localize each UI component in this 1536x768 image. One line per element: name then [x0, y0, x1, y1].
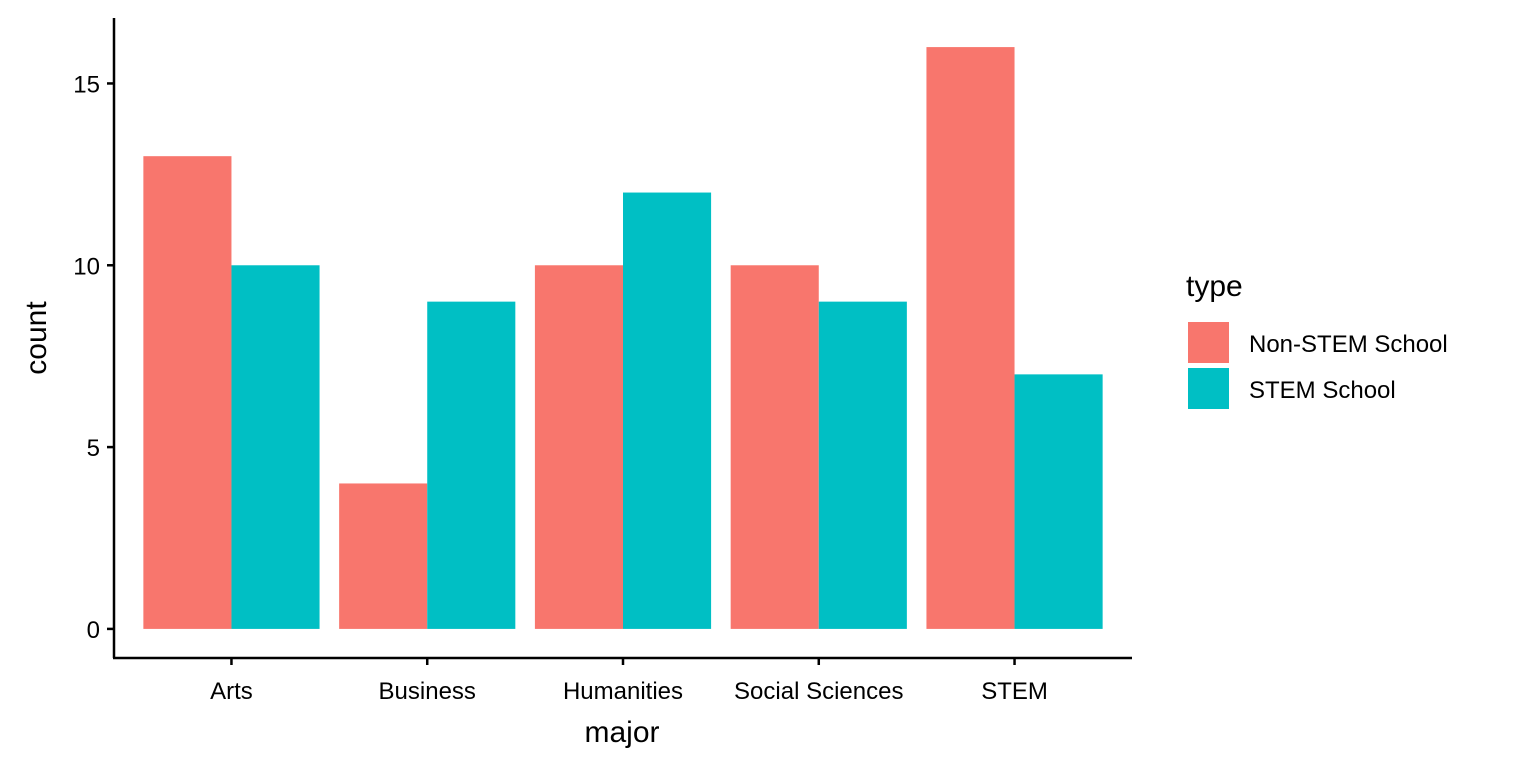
y-tick-label: 5 [87, 435, 100, 462]
x-axis-ticks: Arts Business Humanities Social Sciences STE… [210, 658, 1048, 705]
x-axis-title: major [584, 716, 659, 749]
plot-area: 0 5 10 15 Arts Business Humanities Social Scie… [73, 18, 1132, 705]
bar-stem-school-business [427, 301, 516, 629]
bar-non-stem-school-humanities [534, 265, 623, 629]
bar-non-stem-school-social-sciences [730, 265, 819, 629]
legend: type Non-STEM School STEM School [1186, 270, 1448, 409]
legend-label: STEM School [1249, 377, 1396, 404]
legend-title: type [1186, 270, 1243, 303]
y-tick-label: 15 [73, 71, 100, 98]
x-tick-label: STEM [981, 678, 1048, 705]
bar-stem-school-humanities [623, 192, 712, 629]
bar-non-stem-school-arts [143, 156, 232, 629]
x-tick-label: Humanities [563, 678, 683, 705]
legend-key [1188, 368, 1229, 409]
x-tick-label: Business [379, 678, 476, 705]
y-tick-label: 0 [87, 617, 100, 644]
y-axis-ticks: 0 5 10 15 [73, 71, 114, 644]
x-tick-label: Social Sciences [734, 678, 903, 705]
legend-key [1188, 322, 1229, 363]
bar-stem-school-social-sciences [818, 301, 907, 629]
bar-non-stem-school-stem [926, 47, 1015, 629]
bar-non-stem-school-business [339, 483, 428, 629]
y-tick-label: 10 [73, 253, 100, 280]
bars-group [143, 47, 1103, 629]
bar-stem-school-stem [1014, 374, 1103, 629]
bar-stem-school-arts [231, 265, 320, 629]
legend-label: Non-STEM School [1249, 331, 1448, 358]
legend-items: Non-STEM School STEM School [1188, 322, 1448, 409]
x-tick-label: Arts [210, 678, 253, 705]
y-axis-title: count [20, 301, 53, 375]
